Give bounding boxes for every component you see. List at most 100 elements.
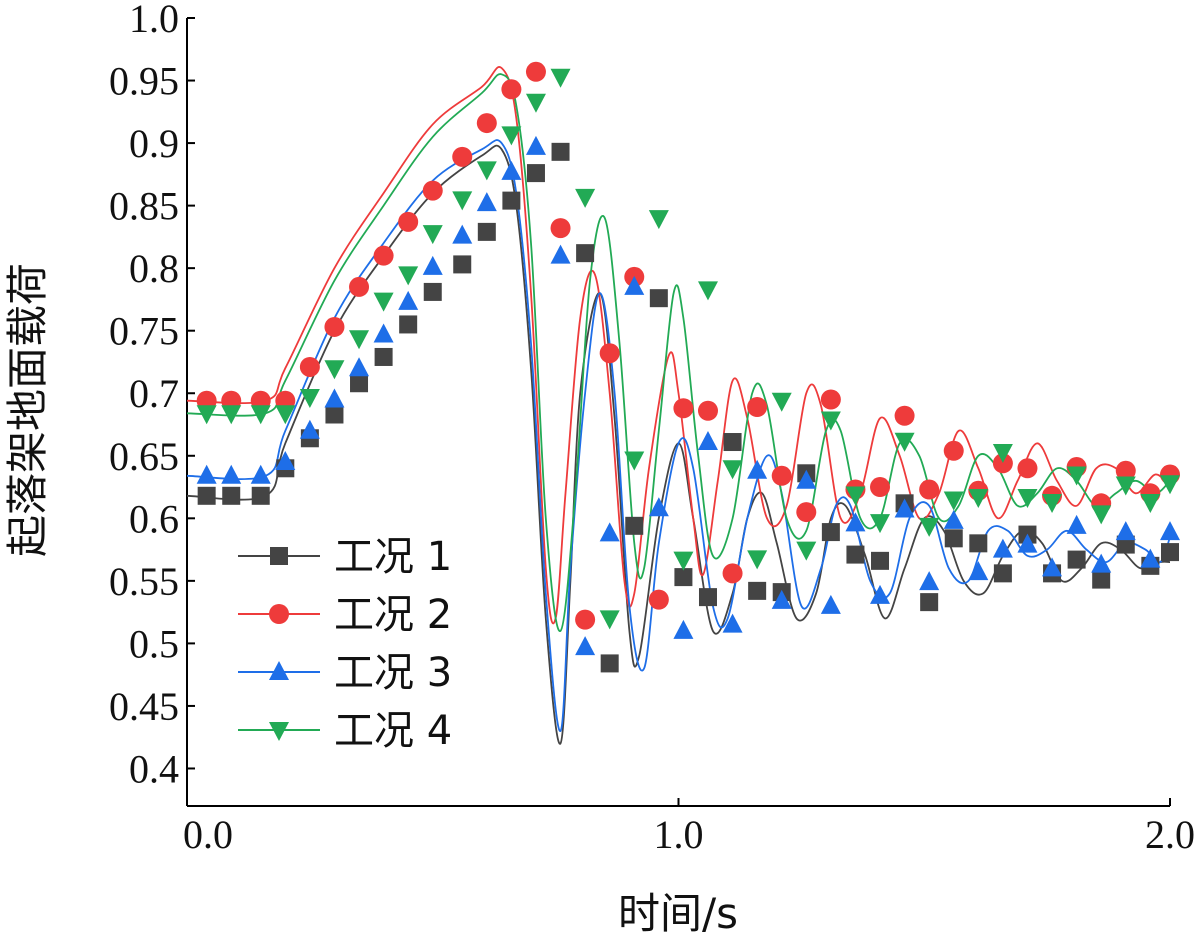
data-point-series-3 xyxy=(1160,521,1180,541)
data-point-series-2 xyxy=(324,316,345,337)
x-tick-label: 1.0 xyxy=(654,812,704,857)
data-point-series-3 xyxy=(275,451,296,471)
data-point-series-2 xyxy=(796,502,817,523)
data-point-series-3 xyxy=(992,538,1013,558)
y-tick-label: 0.85 xyxy=(109,184,179,229)
data-point-series-1 xyxy=(251,486,270,505)
series-markers xyxy=(196,61,1180,673)
legend-label-1: 工况 1 xyxy=(334,534,452,580)
data-point-series-2 xyxy=(550,218,571,239)
data-point-series-2 xyxy=(452,146,473,167)
y-tick-label: 0.9 xyxy=(129,121,179,166)
data-point-series-4 xyxy=(722,460,743,480)
y-tick-label: 0.8 xyxy=(129,246,179,291)
data-point-series-4 xyxy=(398,266,419,286)
data-point-series-1 xyxy=(821,523,840,542)
data-point-series-1 xyxy=(502,191,521,210)
data-point-series-2 xyxy=(1115,460,1136,481)
data-point-series-3 xyxy=(673,619,694,639)
data-point-series-2 xyxy=(648,589,669,610)
legend-marker-4 xyxy=(269,722,289,741)
data-point-series-3 xyxy=(747,459,768,479)
data-point-series-3 xyxy=(894,498,915,518)
data-point-series-1 xyxy=(399,315,418,334)
y-tick-label: 0.4 xyxy=(129,746,179,791)
y-tick-label: 0.7 xyxy=(129,371,179,416)
data-point-series-3 xyxy=(820,594,841,614)
legend: 工况 1 工况 2 工况 3 工况 4 xyxy=(238,534,452,754)
data-point-series-1 xyxy=(350,374,369,393)
data-point-series-3 xyxy=(1140,548,1161,568)
data-point-series-1 xyxy=(477,222,496,241)
data-point-series-4 xyxy=(452,191,473,211)
y-axis-title: 起落架地面载荷 xyxy=(3,263,52,557)
data-point-series-3 xyxy=(525,135,546,155)
data-point-series-2 xyxy=(697,400,718,421)
x-tick-label: 2.0 xyxy=(1145,812,1195,857)
data-point-series-1 xyxy=(526,164,545,183)
data-point-series-4 xyxy=(747,550,768,570)
data-point-series-4 xyxy=(992,444,1013,464)
legend-marker-1 xyxy=(270,547,288,565)
data-point-series-4 xyxy=(250,405,271,425)
data-point-series-4 xyxy=(275,405,296,425)
data-point-series-2 xyxy=(575,609,596,630)
data-point-series-2 xyxy=(501,79,522,100)
data-point-series-1 xyxy=(944,529,963,548)
data-point-series-1 xyxy=(600,654,619,673)
legend-marker-3 xyxy=(269,661,289,680)
data-point-series-4 xyxy=(299,388,320,408)
data-point-series-1 xyxy=(1067,550,1086,569)
data-point-series-2 xyxy=(398,211,419,232)
data-point-series-3 xyxy=(1017,533,1038,553)
data-point-series-3 xyxy=(624,275,645,295)
data-point-series-3 xyxy=(250,464,271,484)
data-point-series-4 xyxy=(697,281,718,301)
data-point-series-3 xyxy=(299,419,320,439)
data-point-series-2 xyxy=(992,453,1013,474)
data-point-series-1 xyxy=(197,486,216,505)
data-point-series-4 xyxy=(599,610,620,630)
data-point-series-1 xyxy=(871,551,890,570)
data-point-series-3 xyxy=(452,224,473,244)
data-point-series-3 xyxy=(373,323,394,343)
data-point-series-4 xyxy=(845,486,866,506)
data-point-series-3 xyxy=(722,613,743,633)
data-point-series-4 xyxy=(476,161,497,181)
data-point-series-4 xyxy=(894,432,915,452)
data-point-series-4 xyxy=(943,491,964,511)
data-point-series-3 xyxy=(1042,557,1063,577)
data-point-series-1 xyxy=(920,593,939,612)
data-point-series-1 xyxy=(846,545,865,564)
data-point-series-2 xyxy=(1017,458,1038,479)
data-point-series-4 xyxy=(501,126,522,146)
data-point-series-3 xyxy=(349,357,370,377)
data-point-series-1 xyxy=(551,142,570,161)
y-tick-label: 0.55 xyxy=(109,559,179,604)
data-point-series-4 xyxy=(324,360,345,380)
data-point-series-3 xyxy=(476,192,497,212)
data-point-series-3 xyxy=(919,571,940,591)
data-point-series-1 xyxy=(325,405,344,424)
data-point-series-2 xyxy=(525,61,546,82)
y-tick-label: 0.95 xyxy=(109,59,179,104)
y-tick-label: 0.6 xyxy=(129,496,179,541)
data-point-series-1 xyxy=(374,347,393,366)
data-point-series-4 xyxy=(1091,505,1112,525)
data-point-series-4 xyxy=(1042,494,1063,514)
legend-marker-2 xyxy=(269,604,289,624)
data-point-series-2 xyxy=(599,343,620,364)
data-point-series-2 xyxy=(919,479,940,500)
data-point-series-3 xyxy=(1091,553,1112,573)
data-point-series-4 xyxy=(349,330,370,350)
data-point-series-2 xyxy=(894,405,915,426)
data-point-series-3 xyxy=(398,290,419,310)
data-point-series-1 xyxy=(993,564,1012,583)
data-point-series-2 xyxy=(299,356,320,377)
data-point-series-3 xyxy=(599,522,620,542)
data-point-series-3 xyxy=(943,509,964,529)
data-point-series-2 xyxy=(349,276,370,297)
data-point-series-4 xyxy=(648,210,669,230)
data-point-series-1 xyxy=(698,588,717,607)
data-point-series-1 xyxy=(649,289,668,308)
